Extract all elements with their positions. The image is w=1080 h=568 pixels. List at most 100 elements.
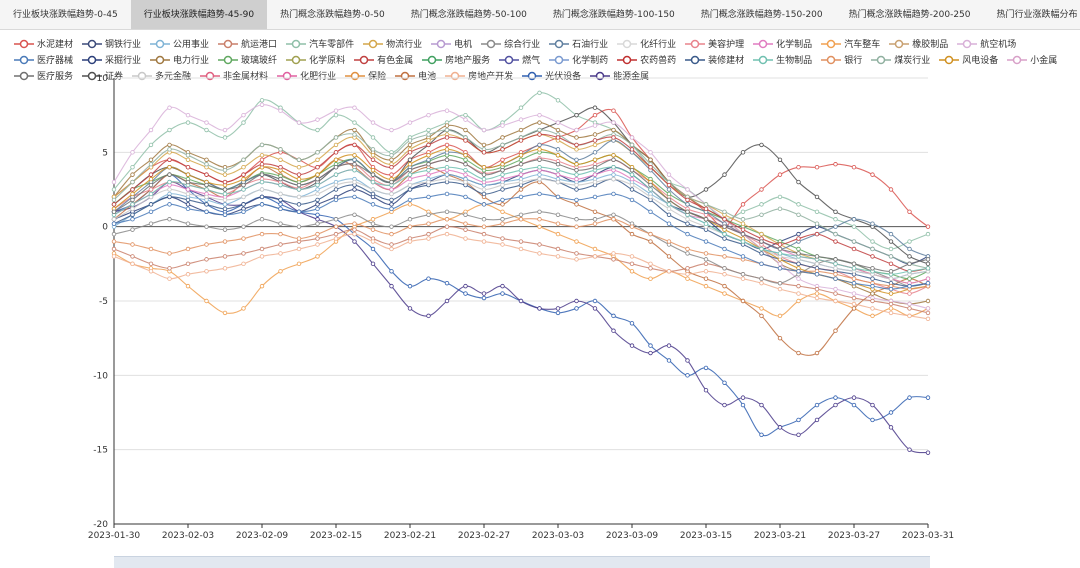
data-point — [444, 108, 450, 113]
data-point — [148, 172, 154, 177]
legend-item[interactable]: 水泥建材 — [14, 36, 73, 51]
legend-item[interactable]: 物流行业 — [363, 36, 422, 51]
legend-item[interactable]: 玻璃玻纤 — [218, 52, 277, 67]
legend-item[interactable]: 房地产开发 — [445, 68, 513, 83]
legend-item[interactable]: 电池 — [395, 68, 436, 83]
legend-item[interactable]: 化纤行业 — [617, 36, 676, 51]
tab-5[interactable]: 热门概念涨跌幅趋势-150-200 — [700, 10, 823, 20]
legend-item[interactable]: 光伏设备 — [522, 68, 581, 83]
data-point — [315, 212, 320, 217]
data-point — [259, 162, 265, 167]
legend-item[interactable]: 有色金属 — [354, 52, 413, 67]
legend-item[interactable]: 综合行业 — [481, 36, 540, 51]
x-tick-label: 2023-01-30 — [88, 531, 141, 541]
x-tick-label: 2023-03-27 — [828, 531, 880, 541]
legend-item[interactable]: 钢铁行业 — [82, 36, 141, 51]
legend-item[interactable]: 电力行业 — [150, 52, 209, 67]
legend-item[interactable]: 银行 — [821, 52, 862, 67]
data-point — [352, 231, 357, 237]
data-point — [555, 221, 561, 226]
legend-item[interactable]: 小金属 — [1007, 52, 1057, 67]
legend-item[interactable]: 农药兽药 — [617, 52, 676, 67]
legend-item[interactable]: 多元金融 — [132, 68, 191, 83]
data-point — [888, 410, 894, 415]
legend-item[interactable]: 医疗服务 — [14, 68, 73, 83]
data-point — [463, 212, 468, 217]
legend-item[interactable]: 风电设备 — [939, 52, 998, 67]
data-point — [500, 182, 505, 188]
data-point — [611, 172, 616, 177]
tab-6[interactable]: 热门概念涨跌幅趋势-200-250 — [848, 10, 971, 20]
tab-3[interactable]: 热门概念涨跌幅趋势-50-100 — [410, 10, 527, 20]
legend-item[interactable]: 能源金属 — [590, 68, 649, 83]
legend-item[interactable]: 化学原料 — [286, 52, 345, 67]
data-point — [796, 432, 801, 437]
legend-item[interactable]: 化学制药 — [549, 52, 608, 67]
data-point — [333, 187, 339, 192]
legend-item[interactable]: 化肥行业 — [277, 68, 336, 83]
tab-7[interactable]: 热门行业涨跌幅分布 — [996, 10, 1078, 20]
data-point — [352, 212, 357, 217]
legend-item[interactable]: 美容护理 — [685, 36, 744, 51]
data-point — [740, 276, 746, 281]
data-point — [370, 187, 376, 192]
data-point — [814, 261, 820, 267]
data-point — [537, 132, 542, 137]
legend-item[interactable]: 证券 — [82, 68, 123, 83]
data-point — [204, 209, 209, 214]
data-point — [833, 266, 838, 271]
data-point — [648, 150, 653, 155]
data-point — [685, 217, 690, 222]
data-point — [833, 272, 838, 277]
legend-item[interactable]: 橡胶制品 — [889, 36, 948, 51]
legend-item[interactable]: 保险 — [345, 68, 386, 83]
data-point — [740, 231, 746, 237]
data-point — [870, 254, 875, 259]
legend-item[interactable]: 化学制品 — [753, 36, 812, 51]
data-point — [629, 187, 635, 192]
data-point — [463, 138, 468, 143]
legend-label: 房地产开发 — [468, 72, 514, 82]
legend-item[interactable]: 装修建材 — [685, 52, 744, 67]
data-point — [222, 254, 228, 259]
data-point — [740, 254, 746, 259]
tab-4[interactable]: 热门概念涨跌幅趋势-100-150 — [552, 10, 675, 20]
legend-item[interactable]: 煤炭行业 — [871, 52, 930, 67]
data-point — [444, 191, 450, 197]
data-point — [648, 231, 653, 237]
data-point — [259, 202, 265, 207]
legend-item[interactable]: 公用事业 — [150, 36, 209, 51]
legend-item[interactable]: 燃气 — [499, 52, 540, 67]
legend-item[interactable]: 房地产服务 — [422, 52, 490, 67]
horizontal-scrollbar[interactable] — [114, 556, 930, 568]
data-point — [666, 212, 672, 217]
data-point — [148, 127, 154, 133]
data-point — [685, 197, 690, 203]
data-point — [185, 283, 191, 289]
data-point — [722, 283, 727, 289]
legend-item[interactable]: 电机 — [431, 36, 472, 51]
data-point — [241, 236, 246, 241]
data-point — [870, 172, 875, 177]
legend-item[interactable]: 医疗器械 — [14, 52, 73, 67]
legend-item[interactable]: 非金属材料 — [200, 68, 268, 83]
data-point — [537, 209, 542, 214]
data-point — [111, 231, 117, 237]
legend-item[interactable]: 航运港口 — [218, 36, 277, 51]
legend-swatch-icon — [685, 39, 706, 48]
tab-1[interactable]: 行业板块涨跌幅趋势-45-90 — [130, 0, 268, 29]
legend-item[interactable]: 航空机场 — [957, 36, 1016, 51]
data-point — [407, 239, 413, 244]
data-point — [537, 142, 542, 148]
tab-0[interactable]: 行业板块涨跌幅趋势-0-45 — [13, 10, 118, 20]
data-point — [555, 212, 561, 217]
tab-2[interactable]: 热门概念涨跌幅趋势-0-50 — [280, 10, 385, 20]
legend-item[interactable]: 汽车零部件 — [286, 36, 354, 51]
legend-item[interactable]: 汽车整车 — [821, 36, 880, 51]
data-point — [574, 172, 579, 177]
legend-item[interactable]: 采掘行业 — [82, 52, 141, 67]
x-tick-label: 2023-02-27 — [458, 531, 510, 541]
data-point — [740, 217, 746, 222]
legend-item[interactable]: 石油行业 — [549, 36, 608, 51]
legend-item[interactable]: 生物制品 — [753, 52, 812, 67]
